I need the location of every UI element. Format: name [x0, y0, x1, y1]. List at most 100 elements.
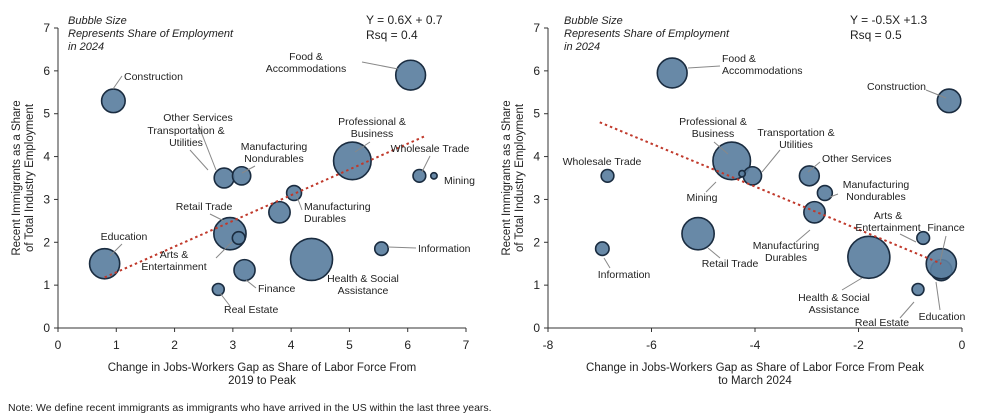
point-label-food-and-accommodations: Food & Accommodations	[722, 53, 803, 77]
leader-line	[761, 149, 781, 173]
point-label-mining: Mining	[444, 175, 475, 187]
right-chart: 0 1 2 3 4 5 6 7 -8 -6 -4 -2 0 Change in Jobs-Workers …	[501, 13, 966, 387]
bubble-other-services	[213, 167, 235, 189]
bubble-construction	[936, 88, 962, 114]
leader-line	[713, 141, 729, 155]
y-tick-label: 1	[533, 278, 540, 292]
y-tick-label: 3	[43, 192, 50, 206]
point-label-retail-trade: Retail Trade	[702, 258, 759, 270]
point-label-transportation-and-utilities: Transportation & Utilities	[757, 127, 834, 151]
point-label-health-and-social-assistance: Health & Social Assistance	[327, 273, 399, 297]
regression-equation: Y = -0.5X +1.3 Rsq = 0.5	[850, 13, 927, 42]
y-tick-label: 0	[533, 321, 540, 335]
leader-line	[939, 235, 947, 263]
x-tick-label: -8	[543, 338, 554, 352]
x-tick-label: 7	[463, 338, 470, 352]
bubble-mining	[429, 171, 438, 180]
bubble-other-services	[798, 165, 821, 187]
footnote: Note: We define recent immigrants as imm…	[8, 402, 492, 414]
x-tick-label: 6	[404, 338, 411, 352]
leader-line	[421, 155, 431, 173]
point-label-food-and-accommodations: Food & Accommodations	[266, 51, 347, 75]
y-tick-label: 7	[533, 21, 540, 35]
point-label-mining: Mining	[687, 192, 718, 204]
leader-line	[209, 213, 225, 222]
bubble-arts-and-entertainment	[916, 230, 931, 246]
point-label-real-estate: Real Estate	[224, 304, 278, 316]
point-label-construction: Construction	[124, 71, 183, 83]
y-tick-label: 6	[533, 64, 540, 78]
y-tick-label: 3	[533, 192, 540, 206]
point-label-arts-and-entertainment: Arts & Entertainment	[141, 249, 206, 273]
bubble-health-and-social-assistance	[847, 235, 891, 280]
leader-line	[197, 123, 217, 171]
bubble-food-and-accommodations	[656, 57, 688, 89]
x-tick-label: -6	[646, 338, 657, 352]
leader-line	[361, 61, 399, 70]
bubble-finance	[233, 258, 256, 282]
y-tick-label: 6	[43, 64, 50, 78]
y-tick-label: 2	[43, 235, 50, 249]
leader-line	[705, 181, 717, 193]
y-axis-label: Recent Immigrants as a Shareof Total Ind…	[501, 100, 526, 255]
point-label-real-estate: Real Estate	[855, 317, 909, 329]
y-tick-label: 0	[43, 321, 50, 335]
leader-line	[807, 161, 821, 173]
y-axis-label: Recent Immigrants as a Shareof Total Ind…	[11, 100, 36, 255]
point-label-wholesale-trade: Wholesale Trade	[391, 143, 470, 155]
leader-line	[215, 241, 233, 259]
leader-line	[387, 246, 417, 249]
leader-line	[603, 257, 611, 269]
point-label-other-services: Other Services	[163, 112, 232, 124]
leader-line	[829, 193, 839, 198]
x-axis-label: Change in Jobs-Workers Gap as Share of L…	[108, 362, 417, 387]
bubble-wholesale-trade	[600, 168, 615, 184]
x-tick-label: -4	[750, 338, 761, 352]
leader-line	[707, 247, 721, 259]
point-label-retail-trade: Retail Trade	[176, 201, 233, 213]
point-label-professional-and-business: Professional & Business	[679, 116, 747, 140]
point-label-wholesale-trade: Wholesale Trade	[563, 156, 642, 168]
leader-line	[112, 75, 123, 90]
point-label-finance: Finance	[927, 222, 965, 234]
leader-line	[899, 301, 915, 319]
point-label-health-and-social-assistance: Health & Social Assistance	[798, 292, 870, 316]
left-chart: 0 1 2 3 4 5 6 7 0 1 2 3 4 5 6 7 Change in Jobs-Workers G…	[11, 13, 475, 387]
bubble-information	[594, 241, 610, 257]
bubble-mining	[738, 169, 747, 178]
x-tick-label: 2	[171, 338, 178, 352]
point-label-arts-and-entertainment: Arts & Entertainment	[855, 210, 920, 234]
x-axis-label: Change in Jobs-Workers Gap as Share of L…	[586, 362, 924, 387]
leader-line	[899, 233, 917, 243]
bubble-construction	[100, 88, 126, 114]
point-label-manufacturing-durables: Manufacturing Durables	[753, 240, 820, 264]
point-label-information: Information	[418, 243, 471, 255]
x-tick-label: 0	[55, 338, 62, 352]
point-label-information: Information	[598, 269, 651, 281]
bubble-real-estate	[211, 282, 226, 297]
leader-line	[241, 165, 256, 174]
point-label-education: Education	[101, 231, 148, 243]
point-label-manufacturing-nondurables: Manufacturing Nondurables	[241, 141, 308, 165]
leader-line	[189, 149, 209, 171]
y-tick-label: 5	[533, 107, 540, 121]
leader-line	[295, 193, 303, 211]
point-label-manufacturing-nondurables: Manufacturing Nondurables	[843, 179, 910, 203]
x-tick-label: -2	[853, 338, 864, 352]
leader-line	[245, 279, 257, 289]
y-tick-label: 4	[533, 150, 540, 164]
leader-line	[354, 141, 371, 153]
bubble-education	[88, 247, 121, 280]
leader-line	[935, 281, 941, 311]
y-tick-label: 5	[43, 107, 50, 121]
point-label-education: Education	[919, 311, 966, 323]
leader-line	[687, 65, 721, 69]
point-label-professional-and-business: Professional & Business	[338, 116, 406, 140]
bubble-size-note: Bubble Size Represents Share of Employmen…	[564, 15, 730, 53]
trendline	[104, 135, 426, 279]
point-label-other-services: Other Services	[822, 153, 891, 165]
x-tick-label: 4	[288, 338, 295, 352]
bubble-retail-trade	[681, 216, 715, 251]
bubble-health-and-social-assistance	[289, 237, 334, 282]
